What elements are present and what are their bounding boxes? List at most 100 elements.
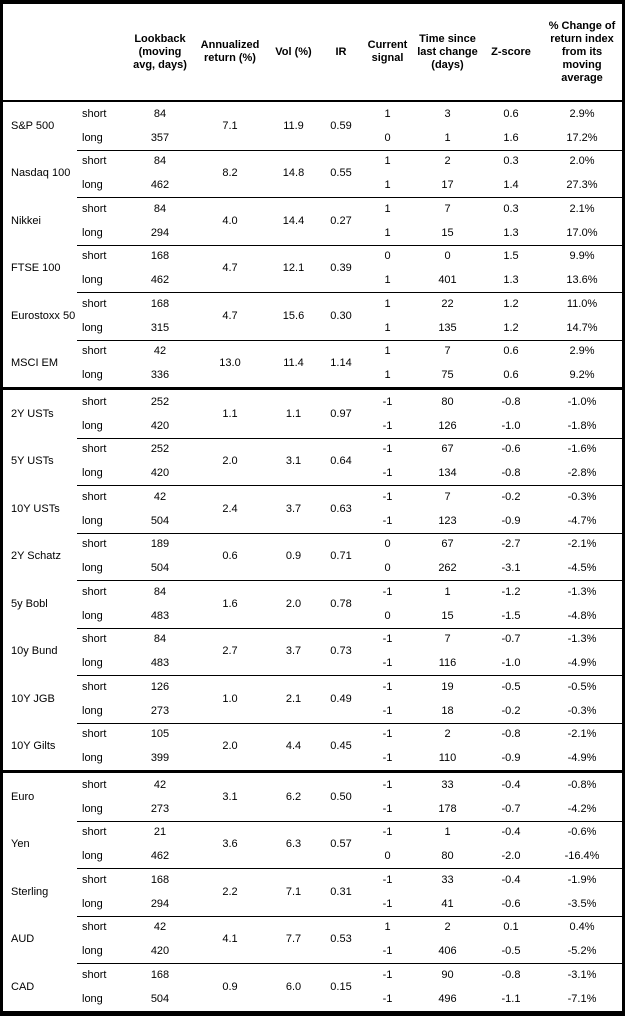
signal-short-value: -1 (382, 826, 393, 839)
asset-name: Euro (11, 790, 35, 803)
asset-group: Nikkei short long 84 294 4.0 14.4 0.27 1… (3, 197, 622, 245)
annualized-return-value: 4.7 (222, 262, 238, 275)
annualized-return-value: 4.7 (222, 309, 238, 322)
row-label-short: short (82, 538, 107, 551)
lookback-short-value: 168 (150, 968, 170, 981)
time-short-value: 7 (444, 490, 451, 503)
zscore-short-value: -0.8 (501, 395, 521, 408)
zscore-long-value: -0.8 (501, 467, 521, 480)
zscore-short-value: 0.3 (503, 155, 519, 168)
lookback-long-value: 336 (150, 369, 170, 382)
asset-name: 10y Bund (11, 645, 58, 658)
lookback-long-value: 315 (150, 321, 170, 334)
lookback-long-value: 504 (150, 514, 170, 527)
row-label-short: short (82, 443, 107, 456)
annualized-return-value: 13.0 (219, 357, 241, 370)
asset-group: 2Y USTs short long 252 420 1.1 1.1 0.97 … (3, 390, 622, 438)
row-label-long: long (82, 657, 103, 670)
lookback-short-value: 42 (153, 778, 167, 791)
signal-short-value: -1 (382, 778, 393, 791)
lookback-short-value: 21 (153, 826, 167, 839)
lookback-long-value: 483 (150, 609, 170, 622)
pct-change-long-value: 17.0% (566, 226, 598, 239)
time-short-value: 7 (444, 633, 451, 646)
signal-short-value: -1 (382, 968, 393, 981)
signal-long-value: 1 (384, 226, 391, 239)
vol-value: 3.7 (285, 645, 302, 658)
ir-value: 0.53 (330, 933, 352, 946)
signal-short-value: -1 (382, 873, 393, 886)
signal-short-value: 1 (384, 297, 391, 310)
vol-value: 2.0 (285, 597, 302, 610)
time-short-value: 2 (444, 921, 451, 934)
signal-long-value: 0 (384, 562, 391, 575)
zscore-long-value: 1.4 (503, 179, 519, 192)
zscore-long-value: 1.2 (503, 321, 519, 334)
time-long-value: 15 (441, 226, 454, 239)
pct-change-short-value: -2.1% (567, 538, 597, 551)
row-label-short: short (82, 873, 107, 886)
time-short-value: 19 (441, 680, 454, 693)
row-label-long: long (82, 467, 103, 480)
ir-value: 0.27 (330, 214, 352, 227)
asset-group: 5Y USTs short long 252 420 2.0 3.1 0.64 … (3, 437, 622, 486)
pct-change-short-value: 9.9% (569, 250, 595, 263)
row-label-long: long (82, 274, 103, 287)
time-long-value: 126 (438, 419, 457, 432)
signal-long-value: 1 (384, 321, 391, 334)
asset-group: Sterling short long 168 294 2.2 7.1 0.31… (3, 868, 622, 916)
row-label-short: short (82, 490, 107, 503)
lookback-short-value: 84 (153, 585, 167, 598)
row-label-short: short (82, 202, 107, 215)
time-long-value: 110 (438, 752, 457, 765)
asset-group: Yen short long 21 462 3.6 6.3 0.57 -1 0 … (3, 820, 622, 869)
vol-value: 6.3 (285, 838, 302, 851)
asset-name: Yen (11, 838, 30, 851)
row-label-long: long (82, 802, 103, 815)
ir-value: 1.14 (330, 357, 352, 370)
section-equities: S&P 500 short long 84 357 7.1 11.9 0.59 … (3, 102, 622, 390)
signal-long-value: -1 (382, 945, 393, 958)
asset-name: FTSE 100 (11, 262, 61, 275)
row-label-short: short (82, 826, 107, 839)
zscore-long-value: 1.3 (503, 226, 519, 239)
ir-value: 0.39 (330, 262, 352, 275)
ir-value: 0.15 (330, 980, 352, 993)
header-z-score: Z-score (491, 45, 531, 58)
asset-group: FTSE 100 short long 168 462 4.7 12.1 0.3… (3, 244, 622, 293)
row-label-short: short (82, 968, 107, 981)
signal-short-value: -1 (382, 633, 393, 646)
lookback-short-value: 252 (150, 395, 170, 408)
header-current-signal: Current signal (367, 39, 408, 64)
pct-change-short-value: 2.9% (569, 107, 595, 120)
signal-long-value: 1 (384, 274, 391, 287)
signal-short-value: -1 (382, 585, 393, 598)
vol-value: 7.7 (285, 933, 302, 946)
zscore-long-value: -0.9 (501, 514, 521, 527)
signal-long-value: -1 (382, 704, 393, 717)
vol-value: 7.1 (285, 885, 302, 898)
zscore-short-value: -2.7 (501, 538, 521, 551)
row-label-long: long (82, 850, 103, 863)
annualized-return-value: 2.0 (222, 455, 238, 468)
time-short-value: 1 (444, 585, 451, 598)
row-label-short: short (82, 297, 107, 310)
asset-group: 10y Bund short long 84 483 2.7 3.7 0.73 … (3, 627, 622, 676)
pct-change-short-value: -0.8% (567, 778, 597, 791)
pct-change-long-value: 17.2% (566, 131, 598, 144)
asset-group: S&P 500 short long 84 357 7.1 11.9 0.59 … (3, 102, 622, 150)
pct-change-short-value: -1.6% (567, 443, 597, 456)
row-label-short: short (82, 155, 107, 168)
asset-name: Sterling (11, 885, 49, 898)
asset-name: 10Y Gilts (11, 740, 56, 753)
zscore-long-value: 0.6 (503, 369, 519, 382)
pct-change-long-value: -0.3% (567, 704, 597, 717)
zscore-long-value: -2.0 (501, 850, 521, 863)
lookback-long-value: 357 (150, 131, 170, 144)
annualized-return-value: 0.6 (222, 550, 238, 563)
annualized-return-value: 2.7 (222, 645, 238, 658)
signal-short-value: 1 (384, 155, 391, 168)
ir-value: 0.57 (330, 838, 352, 851)
ir-value: 0.71 (330, 550, 352, 563)
